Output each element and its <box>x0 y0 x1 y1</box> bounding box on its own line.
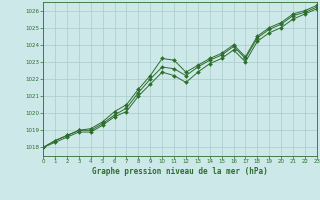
X-axis label: Graphe pression niveau de la mer (hPa): Graphe pression niveau de la mer (hPa) <box>92 167 268 176</box>
